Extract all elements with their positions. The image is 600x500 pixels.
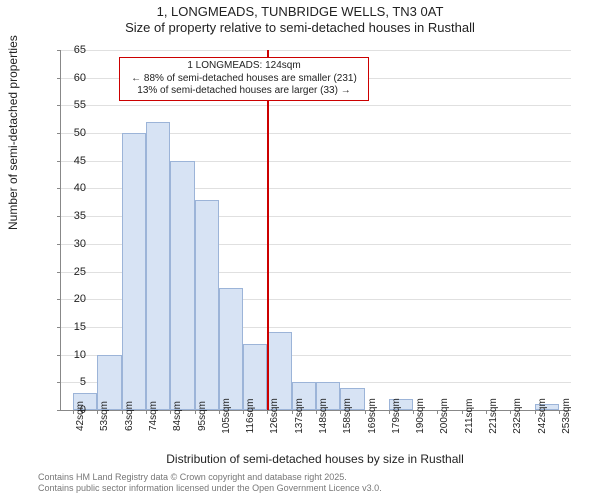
gridline: [61, 105, 571, 106]
xtick-label: 179sqm: [391, 398, 402, 434]
title-line-2: Size of property relative to semi-detach…: [0, 20, 600, 35]
histogram-bar: [146, 122, 170, 410]
xtick-label: 42sqm: [75, 401, 86, 431]
xtick-label: 148sqm: [318, 398, 329, 434]
xtick-label: 126sqm: [269, 398, 280, 434]
annotation-line-1: 1 LONGMEADS: 124sqm: [124, 60, 364, 73]
ytick-label: 15: [46, 321, 86, 333]
annotation-line-2: ← 88% of semi-detached houses are smalle…: [124, 73, 364, 86]
ytick-label: 55: [46, 99, 86, 111]
xtick-label: 211sqm: [464, 399, 475, 434]
xtick-label: 137sqm: [294, 398, 305, 434]
ytick-label: 35: [46, 210, 86, 222]
xtick-label: 105sqm: [221, 398, 232, 434]
ytick-label: 10: [46, 349, 86, 361]
plot-area: 1 LONGMEADS: 124sqm← 88% of semi-detache…: [60, 50, 571, 411]
xtick-label: 74sqm: [148, 401, 159, 431]
ytick-label: 20: [46, 293, 86, 305]
xtick-mark: [389, 410, 390, 414]
xtick-label: 169sqm: [367, 398, 378, 434]
ytick-label: 50: [46, 127, 86, 139]
xtick-mark: [559, 410, 560, 414]
xtick-label: 116sqm: [245, 399, 256, 434]
xtick-mark: [535, 410, 536, 414]
xtick-mark: [146, 410, 147, 414]
xtick-label: 84sqm: [172, 401, 183, 431]
xtick-label: 200sqm: [439, 398, 450, 434]
xtick-mark: [365, 410, 366, 414]
xtick-mark: [219, 410, 220, 414]
xtick-label: 253sqm: [561, 398, 572, 434]
footer-line-2: Contains public sector information licen…: [38, 483, 382, 494]
xtick-label: 63sqm: [124, 401, 135, 431]
histogram-bar: [170, 161, 194, 410]
footer-line-1: Contains HM Land Registry data © Crown c…: [38, 472, 382, 483]
ytick-label: 40: [46, 182, 86, 194]
title-block: 1, LONGMEADS, TUNBRIDGE WELLS, TN3 0AT S…: [0, 4, 600, 35]
ytick-label: 60: [46, 72, 86, 84]
xtick-label: 221sqm: [488, 398, 499, 434]
annotation-box: 1 LONGMEADS: 124sqm← 88% of semi-detache…: [119, 57, 369, 101]
reference-line: [267, 50, 269, 410]
xtick-label: 53sqm: [99, 401, 110, 431]
xtick-mark: [413, 410, 414, 414]
histogram-bar: [219, 288, 243, 410]
xtick-label: 158sqm: [342, 398, 353, 434]
title-line-1: 1, LONGMEADS, TUNBRIDGE WELLS, TN3 0AT: [0, 4, 600, 19]
xtick-mark: [122, 410, 123, 414]
xtick-label: 95sqm: [197, 401, 208, 431]
xtick-mark: [486, 410, 487, 414]
y-axis-label: Number of semi-detached properties: [6, 35, 20, 230]
ytick-label: 45: [46, 155, 86, 167]
xtick-label: 190sqm: [415, 398, 426, 434]
gridline: [61, 50, 571, 51]
histogram-chart: 1, LONGMEADS, TUNBRIDGE WELLS, TN3 0AT S…: [0, 0, 600, 500]
xtick-mark: [462, 410, 463, 414]
xtick-label: 232sqm: [512, 398, 523, 434]
xtick-mark: [292, 410, 293, 414]
xtick-label: 242sqm: [537, 398, 548, 434]
ytick-label: 5: [46, 376, 86, 388]
ytick-label: 65: [46, 44, 86, 56]
annotation-line-3: 13% of semi-detached houses are larger (…: [124, 85, 364, 98]
ytick-label: 30: [46, 238, 86, 250]
x-axis-label: Distribution of semi-detached houses by …: [60, 452, 570, 466]
histogram-bar: [195, 200, 219, 410]
xtick-mark: [243, 410, 244, 414]
histogram-bar: [122, 133, 146, 410]
ytick-label: 25: [46, 266, 86, 278]
xtick-mark: [316, 410, 317, 414]
footer-attribution: Contains HM Land Registry data © Crown c…: [38, 472, 382, 494]
xtick-mark: [195, 410, 196, 414]
